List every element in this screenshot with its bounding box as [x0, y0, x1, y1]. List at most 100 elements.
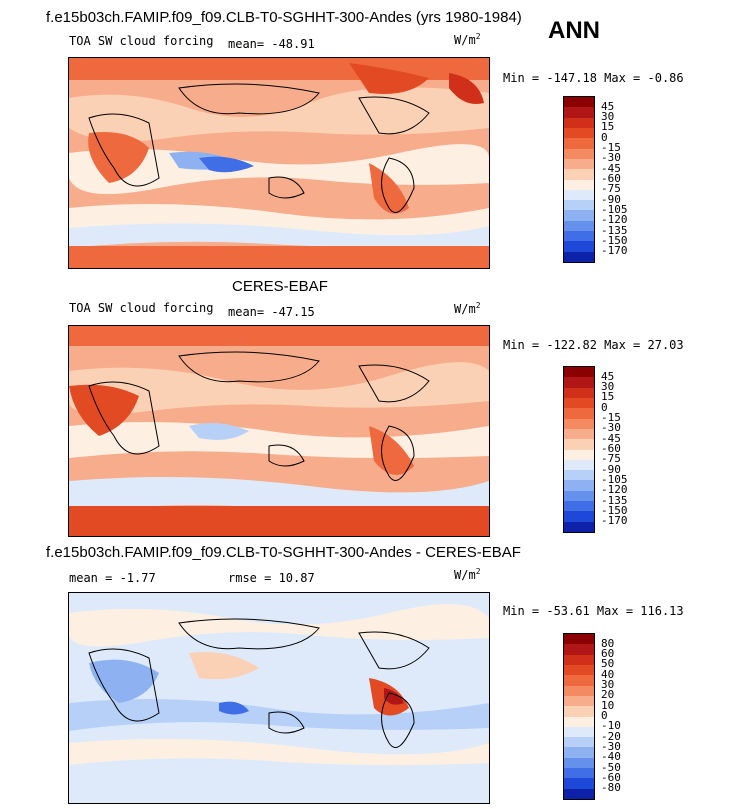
- panel2-units: W/m2: [454, 301, 481, 316]
- colorbar-label: 10: [601, 698, 615, 712]
- page-title: f.e15b03ch.FAMIP.f09_f09.CLB-T0-SGHHT-30…: [46, 9, 522, 26]
- colorbar-label: -105: [601, 472, 628, 486]
- colorbar-label: -135: [601, 493, 628, 507]
- panel2-map: [68, 325, 490, 537]
- colorbar-swatch: [564, 726, 594, 738]
- colorbar-swatch: [564, 210, 594, 221]
- panel1-minmax: Min = -147.18 Max = -0.86: [503, 71, 684, 85]
- colorbar-swatch: [564, 377, 594, 388]
- colorbar-label: -170: [601, 244, 628, 258]
- colorbar-swatch: [564, 148, 594, 159]
- colorbar-label: 30: [601, 380, 615, 394]
- colorbar-label: 80: [601, 636, 615, 650]
- colorbar-swatch: [564, 367, 594, 378]
- panel2-mean: mean= -47.15: [228, 305, 315, 319]
- colorbar-label: -45: [601, 161, 621, 175]
- colorbar-label: -90: [601, 192, 621, 206]
- colorbar-swatch: [564, 397, 594, 409]
- colorbar-label: -150: [601, 233, 628, 247]
- colorbar-swatch: [564, 251, 594, 262]
- colorbar-label: 30: [601, 678, 615, 692]
- panel3-units: W/m2: [454, 567, 481, 582]
- panel2-minmax: Min = -122.82 Max = 27.03: [503, 338, 684, 352]
- colorbar-swatch: [564, 241, 594, 252]
- colorbar-swatch: [564, 138, 594, 149]
- colorbar-swatch: [564, 179, 594, 190]
- panel3-minmax: Min = -53.61 Max = 116.13: [503, 604, 684, 618]
- panel3-map-field: [69, 593, 489, 803]
- colorbar-label: -75: [601, 452, 621, 466]
- panel1-map: [68, 57, 490, 269]
- panel3-rmse: rmse = 10.87: [228, 571, 315, 585]
- colorbar-label: -30: [601, 739, 621, 753]
- colorbar-swatch: [564, 107, 594, 118]
- colorbar-swatch: [564, 521, 594, 532]
- colorbar-label: -15: [601, 141, 621, 155]
- colorbar-label: -20: [601, 729, 621, 743]
- colorbar-swatch: [564, 675, 594, 686]
- season-label: ANN: [548, 17, 600, 44]
- panel1-field-label: TOA SW cloud forcing: [69, 34, 214, 48]
- panel1-colorbar: [563, 96, 595, 263]
- colorbar-swatch: [564, 644, 594, 655]
- colorbar-swatch: [564, 449, 594, 460]
- colorbar-swatch: [564, 706, 594, 717]
- colorbar-swatch: [564, 695, 594, 707]
- colorbar-swatch: [564, 737, 594, 748]
- panel2-colorbar: [563, 366, 595, 533]
- colorbar-label: -170: [601, 514, 628, 528]
- colorbar-swatch: [564, 158, 594, 170]
- colorbar-swatch: [564, 634, 594, 645]
- colorbar-swatch: [564, 778, 594, 789]
- panel2-field-label: TOA SW cloud forcing: [69, 301, 214, 315]
- colorbar-label: -60: [601, 172, 621, 185]
- colorbar-swatch: [564, 117, 594, 128]
- colorbar-label: 15: [601, 120, 615, 134]
- panel1-mean: mean= -48.91: [228, 37, 315, 51]
- colorbar-swatch: [564, 439, 594, 450]
- panel3-mean: mean = -1.77: [69, 571, 156, 585]
- colorbar-swatch: [564, 231, 594, 242]
- colorbar-label: -135: [601, 223, 628, 237]
- colorbar-label: 30: [601, 110, 615, 124]
- colorbar-label: 45: [601, 99, 615, 113]
- colorbar-swatch: [564, 387, 594, 398]
- colorbar-label: -60: [601, 770, 621, 784]
- colorbar-swatch: [564, 788, 594, 799]
- colorbar-label: -60: [601, 442, 621, 455]
- colorbar-label: 0: [601, 400, 608, 414]
- colorbar-label: -80: [601, 781, 621, 795]
- colorbar-swatch: [564, 189, 594, 201]
- colorbar-swatch: [564, 169, 594, 180]
- colorbar-swatch: [564, 97, 594, 108]
- colorbar-label: -30: [601, 151, 621, 165]
- panel2-map-field: [69, 326, 489, 536]
- colorbar-swatch: [564, 685, 594, 696]
- colorbar-label: 0: [601, 709, 608, 722]
- colorbar-label: -30: [601, 421, 621, 435]
- colorbar-swatch: [564, 480, 594, 491]
- colorbar-swatch: [564, 768, 594, 779]
- colorbar-swatch: [564, 220, 594, 232]
- colorbar-label: -150: [601, 503, 628, 517]
- colorbar-swatch: [564, 418, 594, 429]
- colorbar-swatch: [564, 664, 594, 676]
- colorbar-label: 50: [601, 657, 615, 671]
- colorbar-swatch: [564, 408, 594, 419]
- colorbar-swatch: [564, 127, 594, 139]
- colorbar-label: -10: [601, 719, 621, 733]
- colorbar-label: 20: [601, 688, 615, 702]
- colorbar-label: -120: [601, 213, 628, 227]
- colorbar-label: -120: [601, 483, 628, 497]
- colorbar-label: 45: [601, 369, 615, 383]
- colorbar-label: -45: [601, 431, 621, 445]
- colorbar-swatch: [564, 470, 594, 481]
- panel3-map: [68, 592, 490, 804]
- colorbar-swatch: [564, 428, 594, 440]
- colorbar-label: 15: [601, 390, 615, 404]
- colorbar-swatch: [564, 654, 594, 665]
- colorbar-swatch: [564, 511, 594, 522]
- panel1-units: W/m2: [454, 32, 481, 47]
- panel2-subtitle: CERES-EBAF: [232, 278, 328, 295]
- panel1-map-field: [69, 58, 489, 268]
